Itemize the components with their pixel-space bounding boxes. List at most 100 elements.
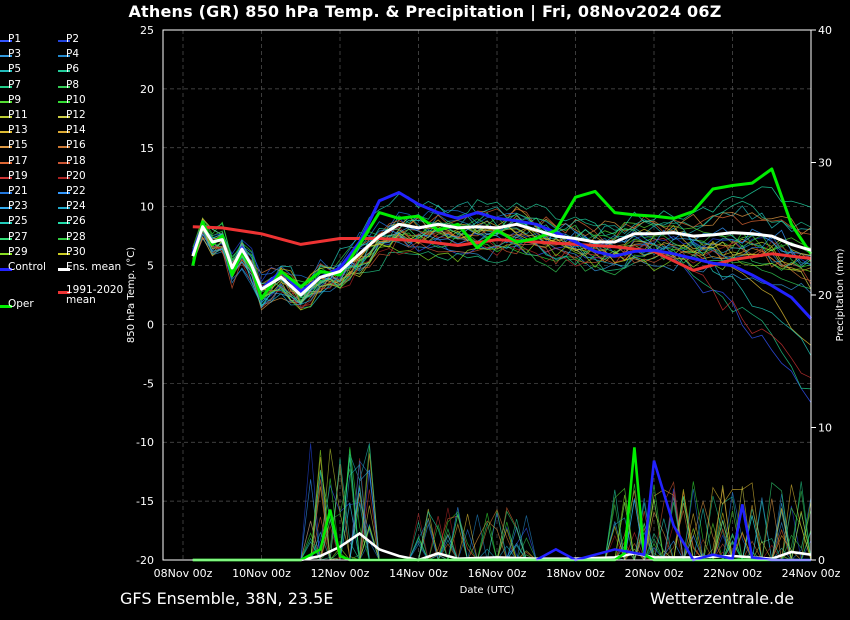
legend-swatch xyxy=(0,305,12,309)
x-tick-label: 14Nov 00z xyxy=(389,567,448,580)
source-credit: Wetterzentrale.de xyxy=(650,589,795,608)
member-precip-line xyxy=(192,490,811,561)
legend-label: P16 xyxy=(66,139,86,152)
legend-label: P4 xyxy=(66,48,80,61)
legend-swatch xyxy=(58,207,70,210)
y-tick-label: 20 xyxy=(140,83,154,96)
legend-label: P13 xyxy=(8,124,28,137)
legend-label: P1 xyxy=(8,33,22,45)
page-title: Athens (GR) 850 hPa Temp. & Precipitatio… xyxy=(128,2,722,21)
legend-swatch xyxy=(0,192,12,194)
legend-label: Oper xyxy=(8,298,34,311)
legend-label: P20 xyxy=(66,169,86,182)
y2-tick-label: 30 xyxy=(818,157,832,170)
legend-label: P17 xyxy=(8,154,28,167)
legend-swatch xyxy=(58,55,70,58)
y2-tick-label: 40 xyxy=(818,24,832,37)
chart-legend: P1 P2 P3 P4 P5 P6 P7 P8 P9 P10 P11 P12 P13 P14 P15 P16 P… xyxy=(0,30,125,320)
legend-label: P22 xyxy=(66,185,86,197)
legend-label: P9 xyxy=(8,93,22,106)
y2-axis-label: Precipitation (mm) xyxy=(835,248,846,341)
legend-swatch xyxy=(58,222,70,225)
member-precip-line xyxy=(192,496,811,561)
x-tick-label: 10Nov 00z xyxy=(232,567,291,580)
legend-label: P24 xyxy=(66,200,86,213)
precip-control xyxy=(535,460,811,562)
temp-ens-mean xyxy=(191,222,812,297)
legend-label: P14 xyxy=(66,124,86,137)
x-tick-label: 20Nov 00z xyxy=(625,567,684,580)
legend-swatch xyxy=(0,55,12,58)
legend-swatch xyxy=(0,237,12,240)
member-temp-line xyxy=(192,230,812,310)
y-tick-label: -10 xyxy=(136,436,154,449)
legend-label: P29 xyxy=(8,245,28,258)
legend-label: Control xyxy=(8,261,46,273)
legend-label: P7 xyxy=(8,78,22,91)
legend-swatch xyxy=(58,161,70,164)
legend-label: P8 xyxy=(66,78,80,91)
legend-label: P30 xyxy=(66,245,86,258)
y-tick-label: -15 xyxy=(136,495,154,508)
legend-swatch xyxy=(0,100,12,103)
ensemble-member-lines xyxy=(192,186,812,562)
y-tick-label: -20 xyxy=(136,554,154,567)
legend-label: Ens. mean xyxy=(66,261,122,273)
y-tick-label: 5 xyxy=(147,260,154,273)
legend-swatch xyxy=(0,146,12,149)
legend-label: P2 xyxy=(66,33,80,45)
legend-swatch xyxy=(58,237,70,240)
member-temp-line xyxy=(192,199,812,302)
legend-label: P25 xyxy=(8,215,28,228)
legend-label: P26 xyxy=(66,215,86,228)
legend-label: P19 xyxy=(8,169,28,182)
y2-tick-label: 0 xyxy=(818,554,825,567)
legend-swatch xyxy=(0,70,12,73)
y-tick-label: -5 xyxy=(143,377,154,390)
y2-tick-label: 10 xyxy=(818,422,832,435)
legend-label: P10 xyxy=(66,93,86,106)
legend-swatch xyxy=(0,161,12,164)
y-tick-label: 15 xyxy=(140,142,154,155)
legend-label: P27 xyxy=(8,230,28,243)
legend-label: P21 xyxy=(8,185,28,197)
legend-label: P6 xyxy=(66,63,80,76)
legend-swatch xyxy=(58,70,70,73)
legend-label: P28 xyxy=(66,230,86,243)
legend-swatch xyxy=(58,146,70,149)
legend-swatch xyxy=(0,252,12,255)
legend-swatch xyxy=(0,131,12,134)
legend-swatch xyxy=(0,40,12,42)
legend-label: P12 xyxy=(66,109,86,121)
legend-label: P23 xyxy=(8,200,28,213)
x-tick-label: 18Nov 00z xyxy=(546,567,605,580)
legend-swatch xyxy=(0,176,12,179)
legend-swatch xyxy=(58,176,70,179)
x-tick-label: 12Nov 00z xyxy=(311,567,370,580)
legend-swatch xyxy=(58,85,70,88)
legend-swatch xyxy=(0,222,12,225)
legend-swatch xyxy=(0,85,12,88)
legend-label: P11 xyxy=(8,109,28,121)
x-tick-label: 08Nov 00z xyxy=(154,567,213,580)
member-temp-line xyxy=(192,233,812,403)
temp-1991-2020-mean xyxy=(192,225,812,272)
y2-tick-label: 20 xyxy=(818,289,832,302)
legend-label: P5 xyxy=(8,63,22,76)
x-tick-label: 16Nov 00z xyxy=(468,567,527,580)
legend-swatch xyxy=(58,131,70,134)
y-tick-label: 0 xyxy=(147,318,154,331)
legend-swatch xyxy=(58,268,70,271)
member-temp-line xyxy=(192,205,812,308)
legend-swatch xyxy=(58,116,70,118)
legend-label: P3 xyxy=(8,48,22,61)
legend-swatch xyxy=(58,291,70,295)
legend-swatch xyxy=(58,100,70,103)
y-axis-label: 850 hPa Temp. (°C) xyxy=(126,247,137,343)
x-tick-label: 22Nov 00z xyxy=(703,567,762,580)
legend-swatch xyxy=(0,268,12,271)
legend-label: 1991-2020 mean xyxy=(66,284,124,307)
legend-swatch xyxy=(58,40,70,42)
legend-swatch xyxy=(0,207,12,210)
